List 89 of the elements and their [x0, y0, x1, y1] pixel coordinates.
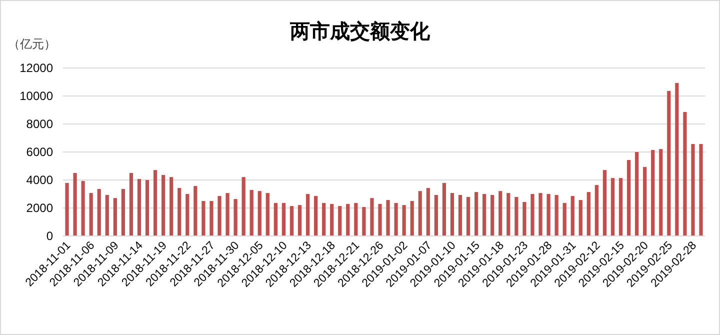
bar [274, 202, 278, 236]
bar [498, 191, 502, 236]
bar [258, 191, 262, 236]
bar [546, 194, 550, 236]
bar [602, 170, 606, 236]
bar [442, 182, 446, 236]
bar [378, 204, 382, 236]
bar [65, 182, 69, 236]
bar [170, 177, 174, 236]
bar [554, 194, 558, 236]
bar [675, 82, 679, 236]
bar [89, 193, 93, 236]
bar [298, 205, 302, 236]
bar [418, 191, 422, 236]
bar [178, 188, 182, 236]
bar [586, 192, 590, 236]
bar [610, 178, 615, 236]
bar [514, 196, 518, 236]
bar [282, 202, 286, 236]
bar [618, 178, 623, 236]
bar [394, 202, 398, 236]
bar [121, 188, 125, 236]
bar [113, 198, 117, 236]
bar [538, 193, 542, 236]
bar [186, 194, 190, 236]
bar [330, 204, 334, 236]
bar [194, 186, 198, 236]
y-axis-title: （亿元） [8, 37, 56, 51]
bar [314, 196, 318, 236]
bar [370, 198, 374, 236]
y-tick-label: 2000 [26, 201, 54, 215]
y-tick-label: 4000 [26, 173, 54, 187]
bar [202, 201, 206, 236]
bar [667, 90, 671, 236]
bar [242, 177, 246, 236]
y-tick-label: 8000 [26, 117, 54, 131]
bar [474, 192, 478, 236]
bar [651, 150, 655, 236]
bar [153, 170, 158, 236]
bar [250, 190, 254, 236]
bar [458, 194, 462, 236]
bar [530, 194, 534, 236]
bar [434, 194, 438, 236]
bar [162, 174, 166, 236]
bar [338, 206, 342, 236]
chart-title: 两市成交额变化 [289, 19, 431, 43]
bar [482, 194, 486, 236]
bar [570, 196, 574, 236]
bar [306, 194, 310, 236]
bar [346, 204, 350, 236]
bar [218, 196, 222, 236]
bar [234, 199, 238, 236]
bar [129, 173, 134, 236]
y-tick-label: 0 [46, 229, 54, 243]
y-tick-label: 10000 [20, 89, 54, 103]
bar [354, 202, 358, 236]
bar [594, 185, 598, 236]
bar [97, 188, 101, 236]
bar [210, 201, 214, 236]
bar [634, 152, 639, 236]
bar [362, 207, 366, 236]
bar [659, 149, 663, 236]
bar [522, 202, 526, 236]
bar [386, 200, 390, 236]
y-tick-label: 6000 [26, 145, 54, 159]
bar [81, 180, 85, 236]
bar [410, 201, 414, 236]
y-tick-label: 12000 [20, 61, 54, 75]
bar [691, 144, 695, 236]
bar [699, 144, 703, 236]
bar [226, 193, 230, 236]
bar [683, 112, 687, 236]
bar [290, 206, 294, 236]
bar [266, 193, 270, 236]
bar [643, 166, 647, 236]
bar [426, 188, 430, 236]
bar [578, 200, 582, 236]
bar [137, 179, 142, 236]
bar [145, 180, 150, 236]
bar [506, 193, 510, 236]
bar [105, 194, 109, 236]
bar [73, 173, 77, 236]
bar [466, 196, 470, 236]
bar [450, 193, 454, 236]
bar [402, 205, 406, 236]
bar [322, 202, 326, 236]
bar [626, 160, 631, 236]
bar [490, 194, 494, 236]
bar [562, 202, 566, 236]
